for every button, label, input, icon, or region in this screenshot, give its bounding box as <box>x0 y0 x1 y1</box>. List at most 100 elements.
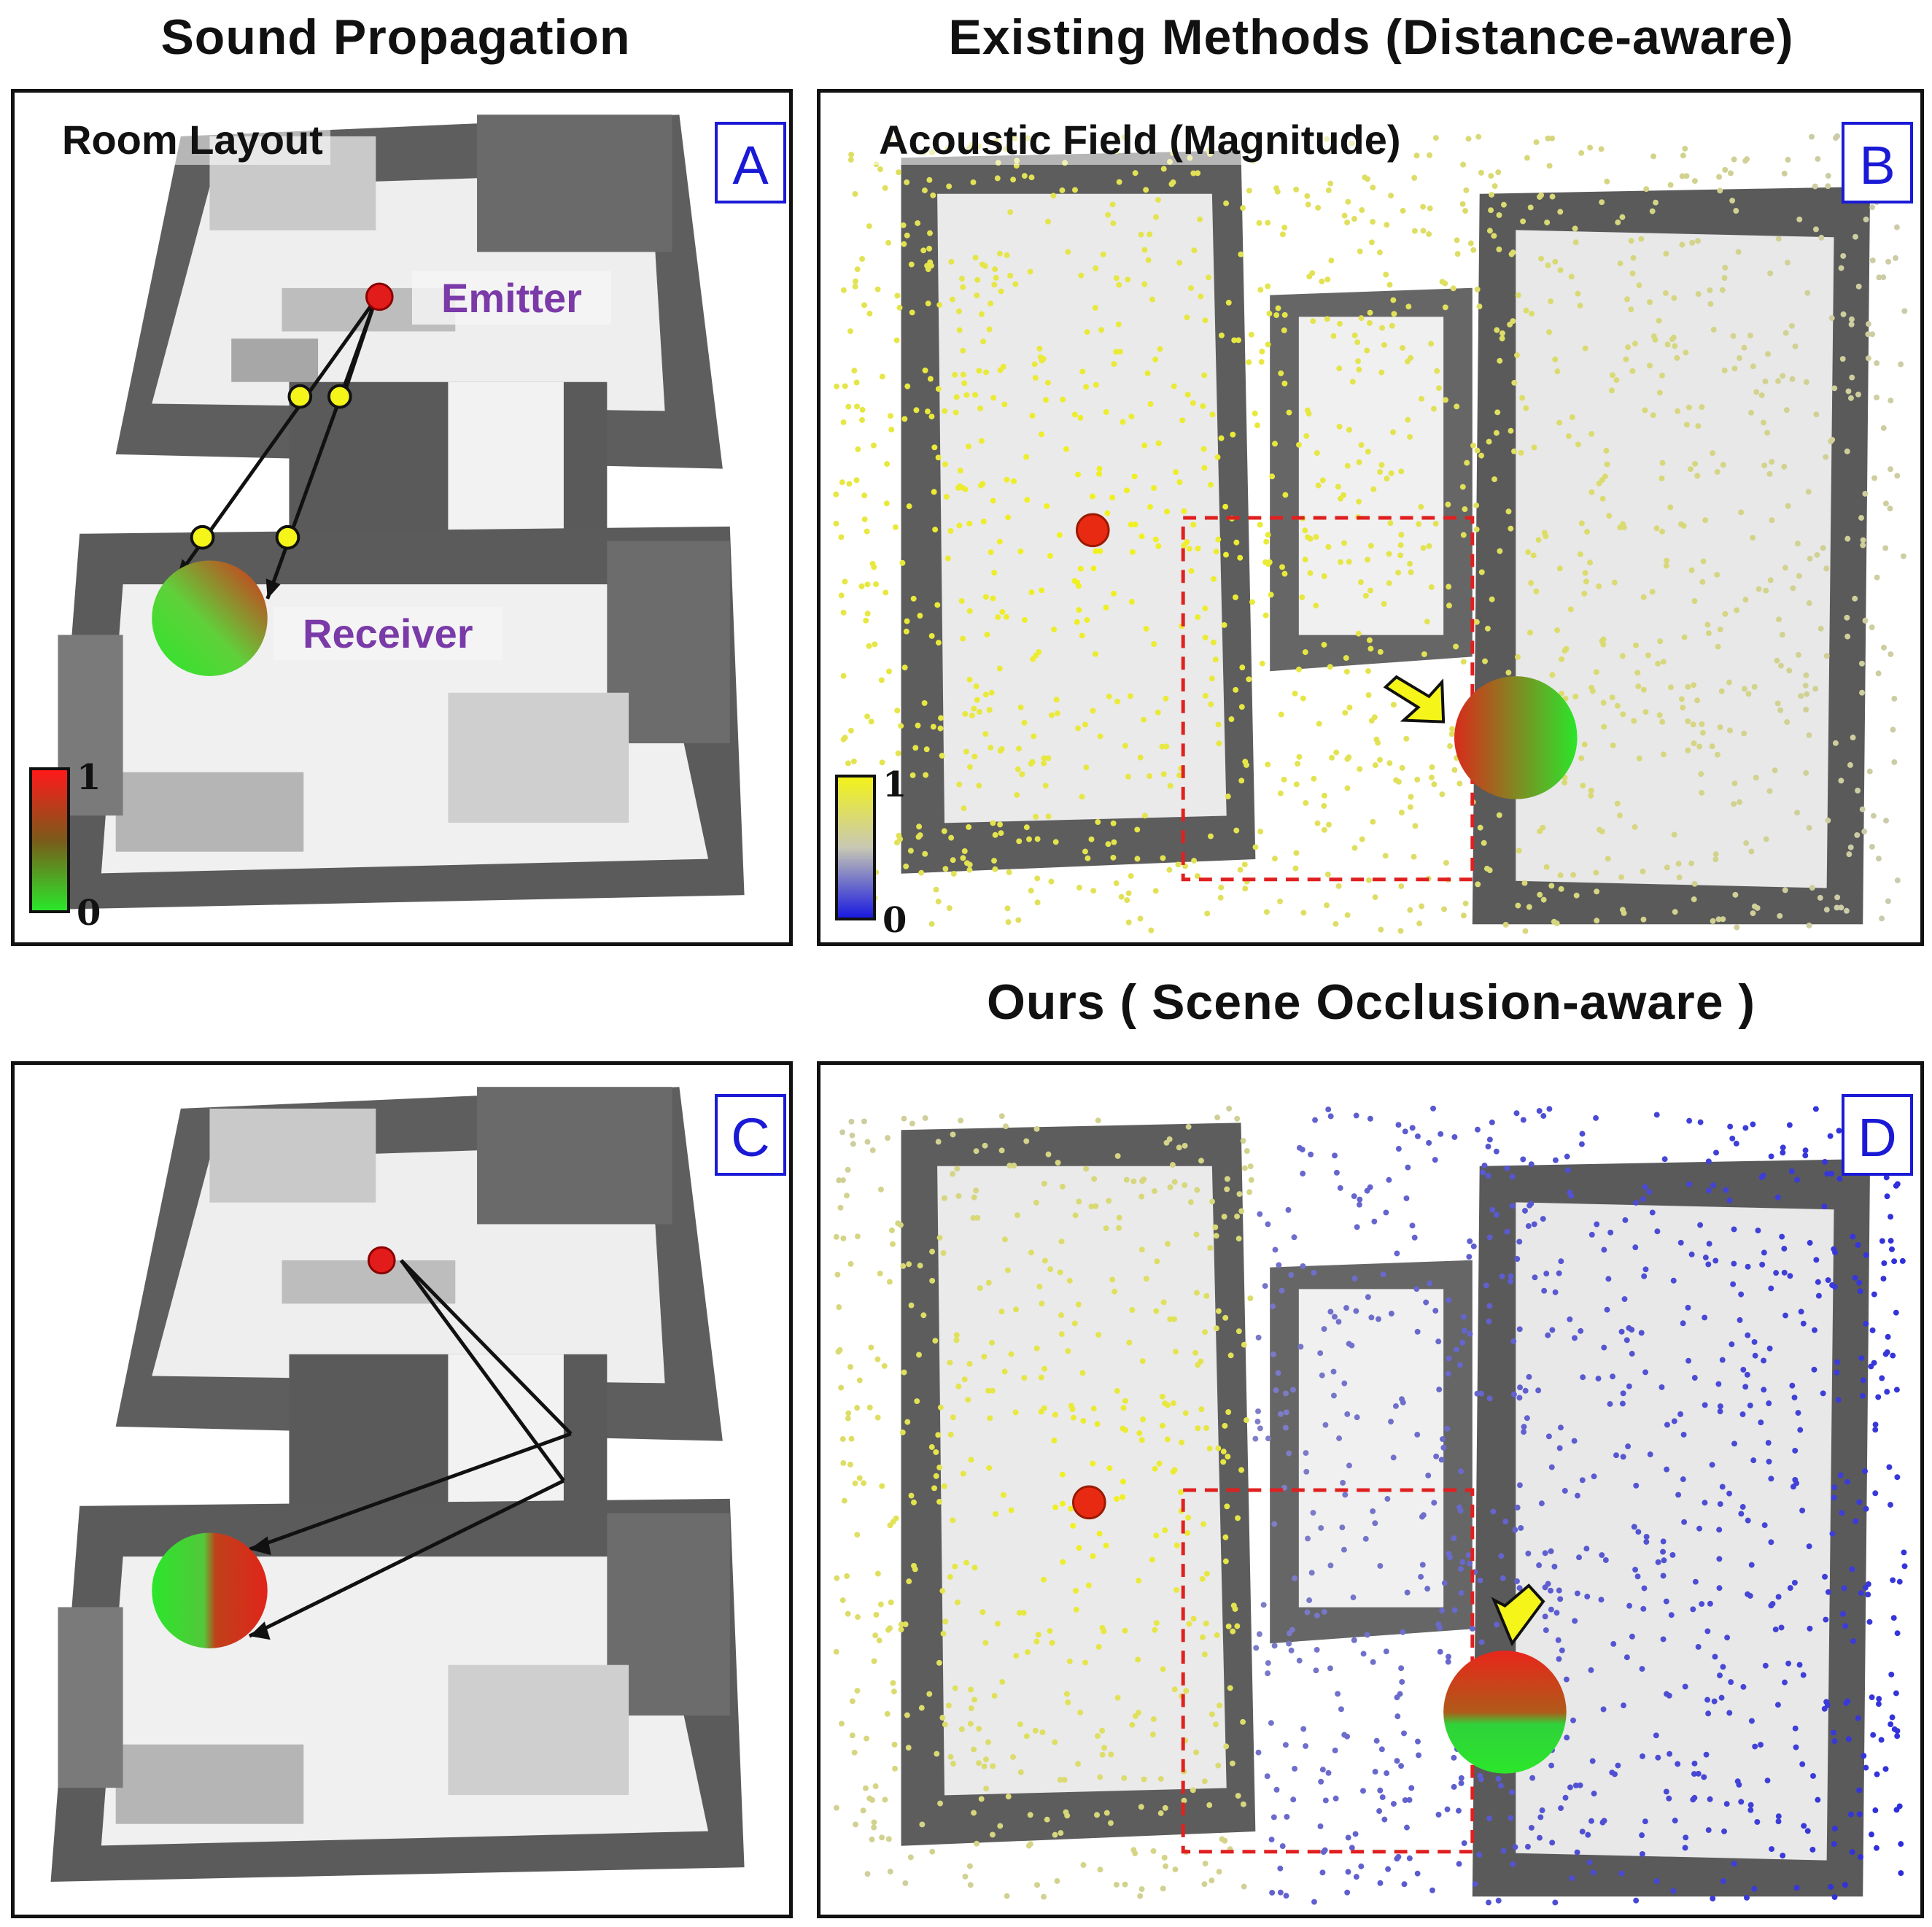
field-point <box>1272 441 1278 447</box>
field-point <box>1543 1627 1549 1634</box>
field-point <box>839 479 845 486</box>
field-point <box>1563 645 1570 652</box>
field-point <box>1604 461 1610 468</box>
field-point <box>1041 1257 1048 1264</box>
field-point <box>1601 1246 1607 1253</box>
field-point <box>1543 1271 1550 1277</box>
field-point <box>912 745 919 751</box>
heading-sound-propagation: Sound Propagation <box>160 9 631 65</box>
field-point <box>1127 693 1133 699</box>
field-point <box>1876 1696 1882 1702</box>
field-point <box>1392 1403 1399 1409</box>
field-point <box>838 1384 845 1391</box>
field-point <box>1106 1198 1112 1204</box>
field-point <box>1561 1488 1568 1494</box>
field-point <box>1859 689 1865 696</box>
field-point <box>958 597 965 604</box>
field-point <box>1310 318 1316 325</box>
field-point <box>1462 900 1469 907</box>
field-point <box>861 1480 867 1486</box>
field-point <box>1163 743 1170 750</box>
field-point <box>1138 1437 1145 1443</box>
field-point <box>861 492 868 499</box>
field-point <box>1546 163 1553 169</box>
field-point <box>1397 552 1404 559</box>
field-point <box>1664 1466 1670 1473</box>
field-point <box>1235 337 1242 344</box>
field-point <box>995 1621 1001 1627</box>
field-point <box>838 534 845 540</box>
field-point <box>1599 1819 1606 1826</box>
field-point <box>1170 179 1176 185</box>
field-point <box>1077 414 1084 421</box>
field-point <box>1344 1889 1351 1896</box>
field-point <box>1775 378 1781 384</box>
field-point <box>1125 890 1132 896</box>
field-point <box>1230 1628 1236 1635</box>
field-point <box>1411 853 1417 860</box>
field-point <box>1716 1527 1723 1533</box>
field-point <box>1136 1578 1142 1584</box>
field-point <box>1314 820 1321 826</box>
field-point <box>942 866 949 872</box>
field-point <box>1711 1698 1718 1705</box>
field-point <box>1406 1796 1413 1803</box>
field-point <box>1858 1854 1863 1861</box>
field-point <box>1145 257 1152 263</box>
field-point <box>1075 1761 1082 1767</box>
field-point <box>1661 751 1667 758</box>
field-point <box>927 376 934 382</box>
field-point <box>1600 636 1607 643</box>
field-point <box>1389 322 1395 329</box>
field-point <box>1739 1411 1746 1418</box>
field-point <box>1355 630 1362 637</box>
field-point <box>1527 629 1533 636</box>
field-point <box>1121 1775 1128 1781</box>
field-point <box>1049 1640 1055 1646</box>
field-point <box>1472 1881 1478 1888</box>
field-point <box>840 1177 846 1184</box>
field-point <box>1135 1656 1141 1663</box>
field-point <box>1879 915 1885 922</box>
field-point <box>1155 709 1161 716</box>
field-point <box>1782 1312 1788 1319</box>
field-point <box>1090 707 1096 714</box>
field-point <box>1428 774 1435 780</box>
field-point <box>1879 1375 1885 1381</box>
field-point <box>1339 1524 1346 1531</box>
field-point <box>1556 419 1563 426</box>
field-point <box>1618 1870 1625 1877</box>
field-point <box>1484 625 1491 632</box>
field-point <box>958 1726 965 1732</box>
field-point <box>1570 1717 1576 1724</box>
field-point <box>1641 1585 1648 1591</box>
field-point <box>1792 1476 1799 1483</box>
field-point <box>1045 755 1052 761</box>
field-point <box>1237 554 1244 561</box>
field-point <box>1372 1520 1378 1527</box>
field-point <box>1273 312 1280 319</box>
field-point <box>1233 539 1240 546</box>
field-point <box>1388 1419 1394 1425</box>
field-point <box>1148 927 1155 934</box>
field-point <box>1713 1149 1719 1156</box>
field-point <box>885 1626 891 1633</box>
field-point <box>1875 856 1882 862</box>
field-point <box>1352 1831 1359 1837</box>
field-point <box>1272 1246 1279 1253</box>
field-point <box>1823 454 1829 460</box>
field-point <box>1574 1849 1580 1856</box>
field-point <box>1036 1284 1043 1290</box>
field-point <box>1828 315 1835 322</box>
field-point <box>904 232 910 239</box>
field-point <box>970 1214 977 1221</box>
field-point <box>1599 495 1606 502</box>
field-point <box>1232 1606 1238 1612</box>
field-point <box>901 241 907 247</box>
field-point <box>947 1360 953 1366</box>
field-point <box>1341 212 1348 219</box>
field-point <box>1167 1316 1173 1322</box>
field-point <box>942 1618 949 1625</box>
field-point <box>1438 1131 1444 1137</box>
field-point <box>1694 238 1701 244</box>
